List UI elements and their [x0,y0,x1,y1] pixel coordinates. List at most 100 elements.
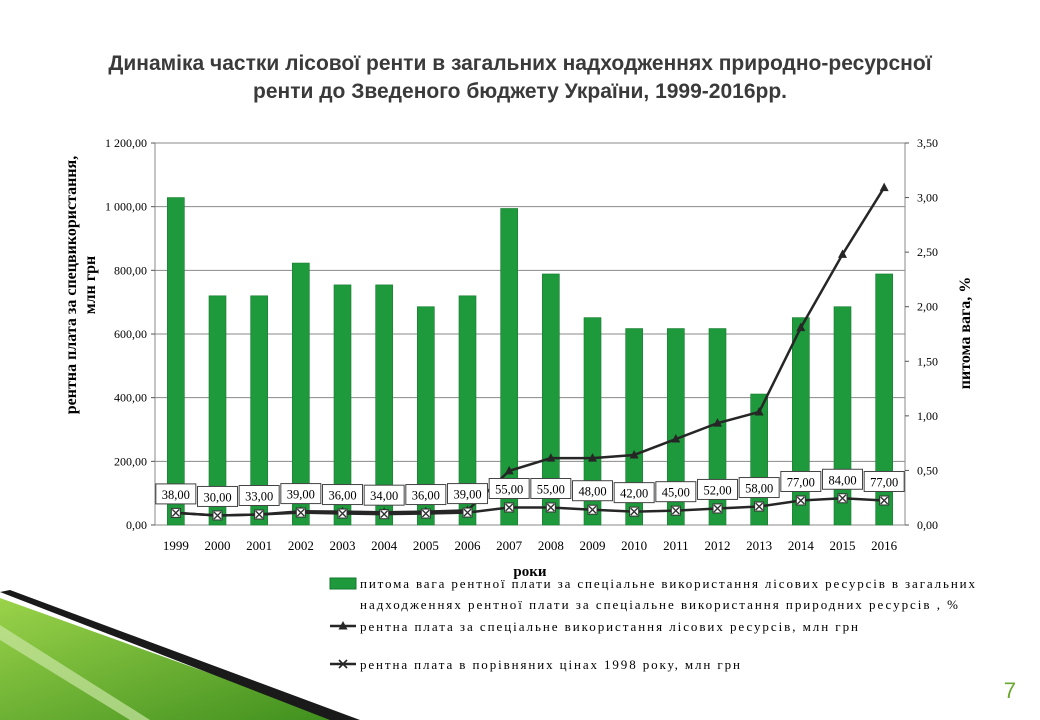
data-label-box [822,468,863,490]
x-tick-label: 2016 [871,538,898,553]
data-label-box [238,484,280,506]
bar [500,208,518,526]
legend-label-line2: рентна плата в порівняних цінах 1998 рок… [360,657,740,672]
data-label: 39,00 [453,488,481,502]
x-axis-title: роки [513,564,546,580]
data-label: 42,00 [620,487,648,501]
x-marker [588,505,597,514]
data-label-box [280,483,322,505]
triangle-marker [838,249,847,258]
black-swoosh [0,590,360,720]
x-tick-label: 2006 [455,538,482,553]
y2-tick-label: 1,50 [917,354,938,368]
triangle-marker [504,465,514,475]
data-label-box [613,482,655,504]
bar [542,273,560,526]
x-marker [421,509,430,518]
triangle-marker [754,406,764,416]
x-tick-label: 2002 [288,538,314,553]
x-marker [880,496,889,505]
triangle-marker [588,453,597,462]
y2-axis-title: питома вага, % [957,277,974,389]
bar [375,284,393,526]
y2-tick-label: 0,00 [917,518,938,532]
bar [875,273,893,526]
data-label-box [197,485,238,507]
bar [583,317,602,526]
title-line-1: Динаміка частки лісової ренти в загальни… [108,52,932,75]
x-marker [713,504,722,513]
x-marker [755,502,764,511]
data-label: 77,00 [787,475,815,489]
y2-tick-label: 2,00 [917,300,938,314]
bar [250,295,268,526]
legend-label-bar: питома вага рентної плати за спеціальне … [360,576,976,591]
y-axis-title: рентна плата за спецвикористання, млн грн [63,156,99,414]
x-tick-label: 2007 [496,538,523,553]
bar [167,197,185,526]
x-tick-label: 2012 [705,538,731,553]
x-tick-label: 2004 [371,538,398,553]
legend-swatch-bar [329,577,357,590]
y2-tick-label: 3,00 [917,191,938,205]
y2-tick-label: 0,50 [917,463,938,477]
legend-label-line: рентна плата за спеціальне використання … [360,619,858,634]
x-tick-label: 2013 [746,538,772,553]
triangle-marker [796,322,806,332]
data-label: 48,00 [578,485,606,499]
data-label: 58,00 [745,482,773,496]
y-tick-label: 200,00 [114,454,147,468]
y-tick-label: 800,00 [114,263,147,277]
data-label: 39,00 [287,488,315,502]
x-tick-label: 2014 [788,538,815,553]
data-label: 45,00 [662,486,690,500]
x-tick-label: 2009 [580,538,606,553]
data-label: 55,00 [495,482,523,496]
triangle-marker [546,453,556,462]
x-marker [796,496,805,505]
bar [833,306,852,526]
x-tick-label: 2011 [663,538,689,553]
page-number: 7 [1003,678,1016,703]
light-swoosh [0,625,150,720]
x-tick-label: 1999 [163,538,189,553]
triangle-marker [879,182,889,192]
x-marker [380,510,389,519]
y-tick-label: 1 200,00 [105,136,147,150]
legend-x-marker [338,659,348,669]
legend-triangle-marker [338,621,348,630]
bar [333,284,352,526]
data-label-box [322,484,363,506]
x-marker [171,508,180,517]
data-label: 36,00 [412,489,440,503]
x-marker [338,509,347,518]
data-label: 30,00 [203,490,231,504]
data-label-box [155,483,197,505]
bar [792,317,810,526]
line-series [175,186,886,517]
data-label: 36,00 [328,489,356,503]
bar [667,328,685,526]
data-label-box [530,477,572,499]
data-label-box [780,470,822,492]
data-label-box [488,477,530,499]
x-marker [630,507,639,516]
bar [292,262,310,526]
data-label-box [363,484,405,506]
triangle-marker [713,418,722,427]
x-tick-label: 2001 [246,538,272,553]
triangle-marker [629,449,639,459]
data-label-box [572,480,613,502]
bar [417,306,435,526]
title-line-2: ренти до Зведеного бюджету України, 1999… [253,80,787,103]
data-label: 38,00 [162,488,190,502]
triangle-marker [671,434,681,443]
data-label: 77,00 [870,475,898,489]
x-tick-label: 2010 [621,538,647,553]
x-marker [838,494,847,503]
x-tick-label: 2003 [330,538,356,553]
x-tick-label: 2000 [205,538,231,553]
y-tick-label: 0,00 [126,518,147,532]
